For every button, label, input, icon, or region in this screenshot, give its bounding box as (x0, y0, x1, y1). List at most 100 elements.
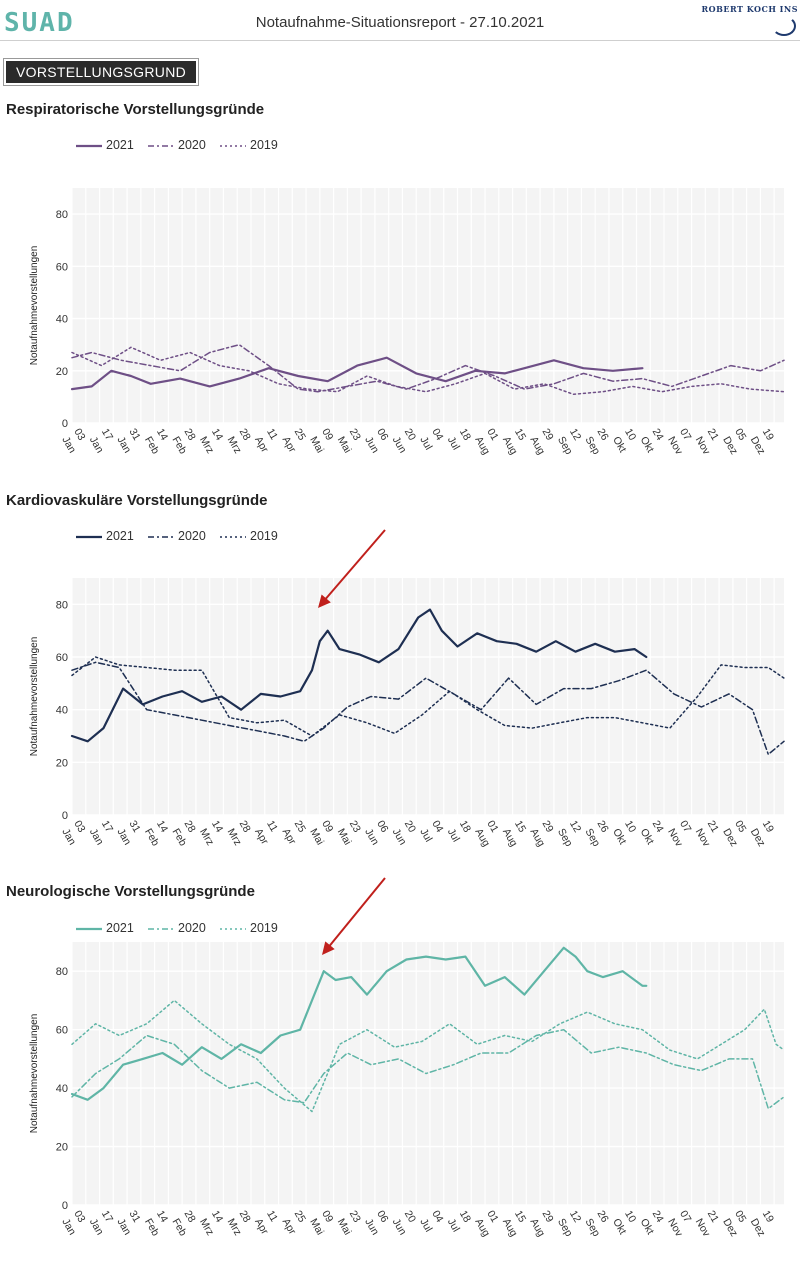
x-tick-label: 03 (71, 427, 87, 443)
x-tick-label: Jul (417, 827, 434, 845)
x-tick-label: 01 (484, 427, 500, 443)
x-tick-label: 11 (264, 1209, 280, 1225)
x-tick-label: 17 (99, 427, 115, 443)
x-tick-label: 15 (512, 1209, 528, 1225)
x-tick-label: 21 (705, 1209, 721, 1225)
rki-logo-icon (772, 16, 796, 36)
y-tick-label: 20 (56, 366, 68, 378)
x-tick-label: Jul (417, 435, 434, 453)
series-line-2019 (71, 999, 785, 1113)
x-tick-label: 18 (457, 1209, 473, 1225)
x-tick-label: 01 (484, 1209, 500, 1225)
series-line-2021 (70, 608, 648, 743)
y-tick-label: 60 (56, 261, 68, 273)
x-tick-label: Jul (445, 827, 462, 845)
x-tick-label: 03 (71, 1209, 87, 1225)
x-tick-label: 17 (99, 1209, 115, 1225)
y-axis-label: Notaufnahmevorstellungen (29, 637, 40, 757)
x-tick-label: 25 (292, 819, 308, 835)
x-tick-label: 15 (512, 819, 528, 835)
x-tick-label: 04 (429, 819, 445, 835)
x-tick-label: 20 (402, 427, 418, 443)
y-tick-label: 80 (56, 599, 68, 611)
x-tick-label: 01 (484, 819, 500, 835)
x-tick-label: 20 (402, 819, 418, 835)
y-tick-label: 40 (56, 314, 68, 326)
x-tick-label: 07 (677, 427, 693, 443)
rki-logo-text: ROBERT KOCH INS (701, 4, 798, 14)
x-tick-label: 15 (512, 427, 528, 443)
x-tick-label: 17 (99, 819, 115, 835)
x-tick-label: 25 (292, 427, 308, 443)
y-axis-label: Notaufnahmevorstellungen (29, 1014, 40, 1134)
x-tick-label: 29 (540, 427, 556, 443)
x-tick-label: 19 (760, 1209, 776, 1225)
x-tick-label: 04 (429, 427, 445, 443)
y-tick-label: 20 (56, 757, 68, 769)
x-tick-label: 28 (182, 427, 198, 443)
y-tick-label: 40 (56, 705, 68, 717)
x-tick-label: 29 (540, 1209, 556, 1225)
x-tick-label: 10 (622, 819, 638, 835)
chart-title-cardiovascular: Kardiovaskuläre Vorstellungsgründe (6, 492, 268, 509)
x-tick-label: 26 (595, 1209, 611, 1225)
x-tick-label: 24 (650, 819, 666, 835)
x-tick-label: 23 (347, 1209, 363, 1225)
series-line-2021 (70, 946, 648, 1101)
y-tick-label: 0 (62, 810, 68, 822)
x-tick-label: 06 (374, 1209, 390, 1225)
section-badge: VORSTELLUNGSGRUND (6, 61, 197, 83)
x-tick-label: 21 (705, 427, 721, 443)
x-tick-label: 18 (457, 819, 473, 835)
series-line-2021 (70, 356, 644, 391)
x-tick-label: 25 (292, 1209, 308, 1225)
y-tick-label: 80 (56, 209, 68, 221)
chart-title-neurological: Neurologische Vorstellungsgründe (6, 883, 255, 900)
chart-title-respiratory: Respiratorische Vorstellungsgründe (6, 101, 265, 118)
x-tick-label: 31 (126, 1209, 142, 1225)
annotation-arrow (322, 529, 386, 603)
y-tick-label: 0 (62, 418, 68, 430)
x-tick-label: 12 (567, 819, 583, 835)
suad-logo: SUAD (4, 8, 75, 38)
x-tick-label: 20 (402, 1209, 418, 1225)
x-tick-label: 23 (347, 427, 363, 443)
annotation-arrowhead (318, 594, 331, 608)
x-tick-label: 09 (319, 819, 335, 835)
x-tick-label: 14 (209, 427, 225, 443)
y-tick-label: 20 (56, 1142, 68, 1154)
x-tick-label: 09 (319, 427, 335, 443)
y-tick-label: 0 (62, 1200, 68, 1212)
x-tick-label: 24 (650, 1209, 666, 1225)
x-tick-label: 12 (567, 427, 583, 443)
x-tick-label: 11 (264, 819, 280, 835)
x-tick-label: 04 (429, 1209, 445, 1225)
x-tick-label: 24 (650, 427, 666, 443)
x-tick-label: 05 (732, 427, 748, 443)
x-tick-label: 28 (237, 1209, 253, 1225)
y-tick-label: 60 (56, 1025, 68, 1037)
x-tick-label: 29 (540, 819, 556, 835)
x-tick-label: Jul (417, 1217, 434, 1235)
x-tick-label: 14 (209, 1209, 225, 1225)
x-tick-label: 05 (732, 1209, 748, 1225)
plot-area (72, 188, 784, 423)
x-tick-label: 14 (154, 819, 170, 835)
x-tick-label: Jul (445, 435, 462, 453)
x-tick-label: 19 (760, 427, 776, 443)
x-tick-label: 10 (622, 427, 638, 443)
x-tick-label: 14 (209, 819, 225, 835)
y-axis-label: Notaufnahmevorstellungen (29, 246, 40, 366)
x-tick-label: 28 (237, 819, 253, 835)
x-tick-label: 19 (760, 819, 776, 835)
y-tick-label: 40 (56, 1083, 68, 1095)
x-tick-label: 06 (374, 427, 390, 443)
annotation-arrow (326, 877, 386, 950)
series-line-2020 (71, 1028, 785, 1110)
x-tick-label: 21 (705, 819, 721, 835)
x-tick-label: 03 (71, 819, 87, 835)
x-tick-label: 18 (457, 427, 473, 443)
x-tick-label: 23 (347, 819, 363, 835)
